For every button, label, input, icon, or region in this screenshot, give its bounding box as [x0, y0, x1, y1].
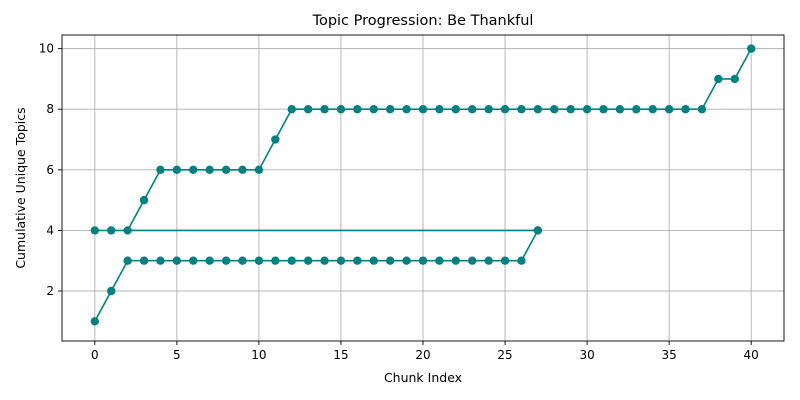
- data-point: [303, 105, 313, 114]
- series-group: [90, 44, 756, 326]
- data-point: [353, 256, 362, 265]
- data-point: [303, 256, 313, 265]
- data-point: [287, 256, 296, 265]
- data-point: [139, 256, 149, 265]
- data-point: [123, 256, 132, 265]
- data-point: [451, 105, 461, 114]
- data-point: [451, 256, 461, 265]
- data-point: [484, 256, 493, 265]
- axis-ticks: 0 5 10 15 20 25 30 35 40 2 4 6 8 10: [39, 42, 759, 362]
- data-point: [369, 256, 378, 265]
- y-tick-label: 6: [46, 163, 54, 177]
- data-point: [582, 105, 592, 114]
- data-point: [500, 105, 510, 114]
- x-axis-label: Chunk Index: [384, 370, 462, 385]
- data-point: [468, 105, 477, 114]
- data-point: [336, 105, 346, 114]
- data-point: [697, 105, 707, 114]
- x-tick-label: 0: [91, 348, 99, 362]
- data-point: [632, 105, 641, 114]
- data-point: [746, 44, 756, 53]
- data-point: [714, 74, 723, 84]
- data-point: [172, 256, 182, 265]
- data-point: [385, 256, 395, 265]
- data-point: [156, 256, 165, 265]
- data-point: [550, 105, 559, 114]
- data-point: [189, 256, 198, 265]
- data-point: [238, 165, 247, 175]
- y-axis-label: Cumulative Unique Topics: [13, 107, 28, 268]
- data-point: [435, 256, 444, 265]
- data-point: [221, 256, 231, 265]
- x-tick-label: 40: [744, 348, 759, 362]
- data-point: [435, 105, 444, 114]
- y-tick-label: 10: [39, 42, 54, 56]
- data-point: [271, 256, 280, 265]
- data-point: [484, 105, 493, 114]
- data-point: [599, 105, 608, 114]
- data-point: [221, 165, 231, 175]
- data-point: [189, 165, 198, 175]
- data-point: [254, 256, 264, 265]
- y-tick-label: 4: [46, 223, 54, 237]
- series-line-0: [94, 230, 539, 322]
- data-point: [566, 105, 575, 114]
- data-point: [90, 317, 100, 326]
- x-tick-label: 25: [497, 348, 512, 362]
- data-point: [123, 226, 132, 235]
- data-point: [320, 256, 329, 265]
- data-point: [172, 165, 182, 175]
- data-point: [648, 105, 657, 114]
- data-point: [517, 105, 526, 114]
- data-point: [681, 105, 690, 114]
- y-tick-label: 8: [46, 102, 54, 116]
- x-tick-label: 5: [173, 348, 181, 362]
- data-point: [533, 105, 543, 114]
- data-point: [664, 105, 674, 114]
- data-point: [730, 74, 739, 84]
- chart-title: Topic Progression: Be Thankful: [312, 13, 534, 29]
- data-point: [533, 226, 543, 235]
- data-point: [107, 286, 116, 296]
- data-point: [468, 256, 477, 265]
- data-point: [271, 135, 280, 144]
- data-point: [254, 165, 264, 175]
- data-point: [336, 256, 346, 265]
- x-tick-label: 35: [661, 348, 676, 362]
- data-point: [385, 105, 395, 114]
- data-point: [353, 105, 362, 114]
- data-point: [320, 105, 329, 114]
- data-point: [517, 256, 526, 265]
- y-tick-label: 2: [46, 284, 54, 298]
- data-point: [90, 226, 100, 235]
- data-point: [402, 105, 411, 114]
- x-tick-label: 20: [415, 348, 430, 362]
- data-point: [500, 256, 510, 265]
- data-point: [107, 226, 116, 235]
- x-tick-label: 15: [333, 348, 348, 362]
- data-point: [139, 195, 149, 205]
- data-point: [369, 105, 378, 114]
- x-tick-label: 10: [251, 348, 266, 362]
- data-point: [402, 256, 411, 265]
- data-point: [238, 256, 247, 265]
- x-tick-label: 30: [579, 348, 594, 362]
- data-point: [418, 105, 428, 114]
- data-point: [205, 256, 214, 265]
- data-point: [205, 165, 214, 175]
- data-point: [615, 105, 625, 114]
- data-point: [156, 165, 165, 175]
- data-point: [418, 256, 428, 265]
- data-point: [287, 105, 296, 114]
